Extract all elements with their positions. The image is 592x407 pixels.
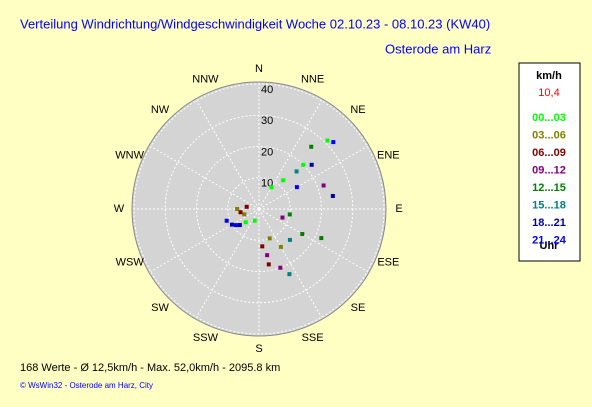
direction-label: W <box>114 203 125 215</box>
spoke <box>258 208 368 272</box>
data-point <box>309 144 314 149</box>
data-point <box>243 220 248 225</box>
direction-label: NE <box>350 104 365 116</box>
grid-circle <box>196 146 322 272</box>
r-tick-label: 40 <box>261 84 273 96</box>
data-point <box>252 218 257 223</box>
data-point <box>266 262 271 267</box>
legend-entry: 06...09 <box>532 147 566 159</box>
legend-entry: 09...12 <box>532 164 566 176</box>
legend-unit: km/h <box>536 70 562 82</box>
chart-title: Verteilung Windrichtung/Windgeschwindigk… <box>20 16 490 31</box>
data-point <box>269 185 274 190</box>
spoke <box>258 208 322 318</box>
data-point <box>278 244 283 249</box>
direction-label: WNW <box>115 149 144 161</box>
footer-stats: 168 Werte - Ø 12,5km/h - Max. 52,0km/h -… <box>20 362 280 374</box>
data-point <box>267 236 272 241</box>
legend-footer: Uhr <box>540 240 560 252</box>
chart-subtitle: Osterode am Harz <box>385 41 491 56</box>
data-point <box>278 265 283 270</box>
data-point <box>331 140 336 145</box>
direction-label: SE <box>351 302 366 314</box>
direction-label: E <box>395 203 402 215</box>
legend-entry: 18...21 <box>532 217 566 229</box>
data-point <box>281 178 286 183</box>
legend-entry: 15...18 <box>532 199 566 211</box>
data-point <box>321 183 326 188</box>
legend-entry: 03...06 <box>532 129 566 141</box>
data-point <box>280 215 285 220</box>
direction-label: SW <box>151 302 169 314</box>
legend-entry: 12...15 <box>532 182 566 194</box>
spoke <box>258 146 368 210</box>
grid-circle <box>227 177 291 241</box>
data-point <box>224 218 229 223</box>
direction-label: NNE <box>301 74 324 86</box>
spoke <box>150 208 260 272</box>
data-point <box>265 253 270 258</box>
data-point <box>300 232 305 236</box>
data-point <box>238 210 243 215</box>
data-point <box>260 244 265 249</box>
direction-label: N <box>255 63 263 75</box>
data-point <box>287 212 292 217</box>
data-point <box>309 162 314 167</box>
r-tick-label: 20 <box>261 146 273 158</box>
data-point <box>294 169 299 174</box>
data-point <box>235 207 240 211</box>
spoke <box>196 100 260 210</box>
direction-label: ENE <box>377 149 400 161</box>
grid-circle <box>133 83 385 335</box>
footer-credit: © WsWin32 - Osterode am Harz, City <box>20 381 153 390</box>
data-point <box>244 204 249 209</box>
data-point <box>325 138 330 143</box>
direction-label: SSW <box>193 332 219 344</box>
direction-label: ESE <box>377 256 399 268</box>
spoke <box>150 146 260 210</box>
data-point <box>330 193 335 198</box>
data-point <box>242 212 247 217</box>
data-point <box>229 222 234 227</box>
direction-label: NW <box>151 104 170 116</box>
data-point <box>294 185 299 190</box>
data-point <box>301 162 306 167</box>
direction-label: SSE <box>302 332 324 344</box>
direction-label: WSW <box>116 256 145 268</box>
data-point <box>287 272 292 277</box>
direction-label: NNW <box>192 74 219 86</box>
spoke <box>196 208 260 318</box>
grid-circle <box>164 114 354 304</box>
data-point <box>319 236 324 241</box>
legend-box <box>518 62 581 262</box>
legend-current: 10,4 <box>538 87 559 99</box>
legend-entry: 00...03 <box>532 112 566 124</box>
direction-label: S <box>255 343 262 355</box>
data-point <box>233 223 238 228</box>
data-point <box>237 223 242 228</box>
data-point <box>287 237 292 242</box>
legend-entry: 21...24 <box>532 234 567 246</box>
spoke <box>258 100 322 210</box>
r-tick-label: 30 <box>261 115 273 127</box>
